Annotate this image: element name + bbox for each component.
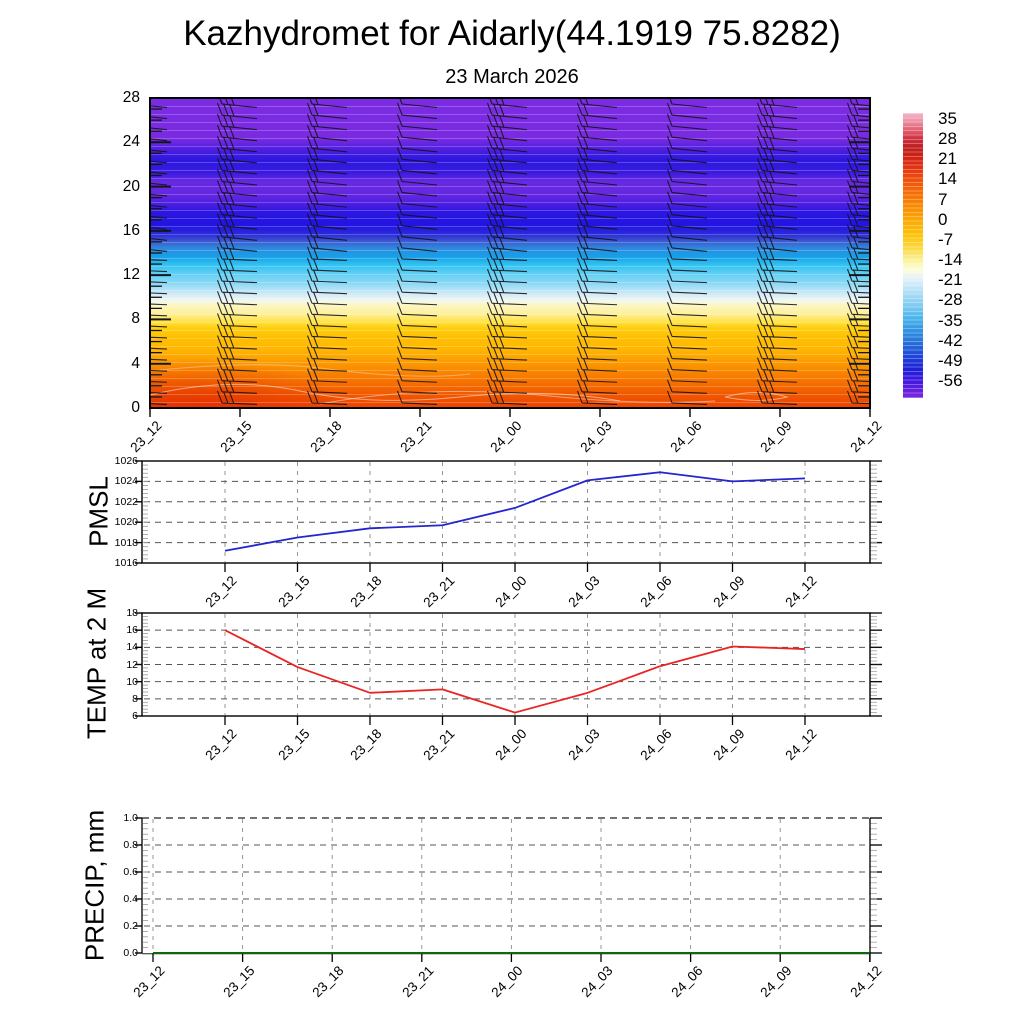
colorbar-label: -21 — [938, 270, 963, 290]
temp-time-label: 24_00 — [492, 726, 530, 764]
precip-axis-title: PRECIP, mm — [79, 809, 110, 962]
pmsl-y-label: 1022 — [114, 495, 138, 508]
precip-time-label: 24_03 — [578, 963, 616, 1001]
colorbar-label: -14 — [938, 250, 963, 270]
cross-time-label: 23_18 — [307, 418, 345, 456]
cross-y-label: 16 — [122, 221, 140, 239]
colorbar — [903, 113, 923, 398]
temp-time-label: 23_15 — [274, 726, 313, 764]
cross-y-label: 20 — [122, 177, 140, 195]
colorbar-label: -42 — [938, 330, 963, 350]
cross-time-label: 24_09 — [757, 418, 795, 456]
temp-y-label: 14 — [126, 641, 138, 654]
pmsl-frame — [141, 460, 871, 564]
pmsl-time-label: 24_06 — [637, 573, 675, 611]
temp-time-label: 23_21 — [419, 726, 458, 764]
temp-data-line — [224, 629, 806, 714]
precip-time-label: 23_12 — [130, 963, 168, 1001]
page-title: Kazhydromet for Aidarly(44.1919 75.8282) — [183, 14, 841, 53]
precip-y-label: 0.0 — [123, 947, 138, 959]
temp-y-label: 8 — [132, 692, 138, 705]
temp-time-label: 24_06 — [637, 726, 675, 764]
pmsl-y-label: 1020 — [114, 516, 138, 529]
pmsl-time-label: 23_18 — [347, 573, 385, 611]
pmsl-time-label: 24_09 — [709, 573, 748, 611]
pmsl-time-label: 23_15 — [274, 573, 313, 611]
precip-time-label: 23_21 — [399, 963, 437, 1001]
temp-time-label: 24_09 — [709, 726, 748, 764]
precip-time-label: 23_18 — [309, 963, 347, 1001]
cross-y-label: 28 — [122, 89, 140, 106]
precip-y-label: 0.4 — [123, 893, 138, 905]
colorbar-label: 0 — [938, 209, 948, 229]
cross-time-label: 23_21 — [397, 418, 435, 456]
precip-y-label: 0.8 — [123, 839, 138, 851]
colorbar-label: 35 — [938, 109, 957, 128]
colorbar-label: -28 — [938, 290, 963, 310]
precip-time-label: 24_06 — [668, 963, 706, 1001]
temp-time-label: 24_03 — [564, 726, 603, 764]
cross-time-label: 23_15 — [217, 418, 255, 456]
cross-time-label: 24_03 — [577, 418, 615, 456]
pmsl-y-label: 1026 — [114, 455, 138, 467]
pmsl-time-label: 24_00 — [492, 573, 530, 611]
cross-time-label: 24_06 — [667, 418, 705, 456]
precip-y-label: 0.6 — [123, 866, 138, 878]
colorbar-label: -35 — [938, 310, 963, 330]
cross-y-label: 0 — [131, 399, 140, 416]
cross-time-label: 24_00 — [487, 418, 525, 456]
pmsl-time-label: 23_12 — [202, 573, 240, 611]
temp-time-label: 24_12 — [782, 726, 820, 764]
cross-y-label: 4 — [131, 354, 140, 372]
precip-time-label: 24_12 — [847, 963, 885, 1001]
colorbar-label: 28 — [938, 129, 957, 149]
date-subtitle: 23 March 2026 — [445, 66, 579, 88]
temp-time-label: 23_18 — [347, 726, 385, 764]
colorbar-label: 21 — [938, 149, 957, 169]
pmsl-time-label: 24_12 — [782, 573, 820, 611]
temp-y-label: 10 — [126, 675, 138, 688]
cross-y-label: 8 — [131, 310, 140, 328]
colorbar-label: 7 — [938, 189, 948, 209]
temp-time-label: 23_12 — [202, 726, 240, 764]
colorbar-label: -49 — [938, 350, 963, 370]
temp-y-label: 12 — [126, 658, 138, 671]
temp-y-label: 16 — [126, 624, 138, 637]
precip-time-label: 24_09 — [757, 963, 795, 1001]
temperature-cross-section-plot — [150, 98, 870, 408]
cross-y-label: 24 — [122, 133, 140, 151]
precip-y-label: 0.2 — [123, 920, 138, 932]
cross-time-label: 24_12 — [847, 418, 885, 456]
cross-y-label: 12 — [122, 266, 140, 284]
pmsl-data-line — [224, 471, 806, 552]
temp-frame — [141, 612, 871, 717]
precip-y-label: 1.0 — [123, 812, 138, 824]
colorbar-label: 14 — [938, 169, 957, 189]
pmsl-y-label: 1018 — [114, 536, 138, 549]
pmsl-y-label: 1024 — [114, 475, 138, 488]
pmsl-time-label: 23_21 — [419, 573, 458, 611]
pmsl-time-label: 24_03 — [564, 573, 603, 611]
pmsl-y-label: 1016 — [114, 557, 138, 569]
precip-time-label: 23_15 — [220, 963, 258, 1001]
precip-time-label: 24_00 — [488, 963, 526, 1001]
colorbar-label: -56 — [938, 370, 963, 390]
colorbar-label: -7 — [938, 229, 954, 249]
temp-y-label: 6 — [132, 710, 138, 722]
temp-y-label: 18 — [126, 607, 138, 619]
